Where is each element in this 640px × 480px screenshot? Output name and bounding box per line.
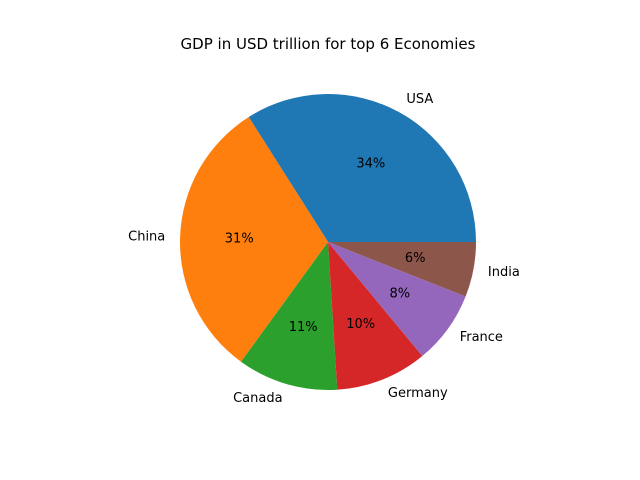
pie-slices <box>180 94 476 391</box>
pct-label-france: 8% <box>390 287 411 302</box>
slice-label-canada: Canada <box>233 391 282 406</box>
slice-label-usa: USA <box>406 92 433 107</box>
pct-label-india: 6% <box>405 251 426 266</box>
pie-slice-canada <box>241 242 338 391</box>
chart-title: GDP in USD trillion for top 6 Economies <box>181 35 476 53</box>
pie-slice-usa <box>248 94 476 242</box>
pie-slice-china <box>180 117 328 362</box>
pct-label-canada: 11% <box>289 320 318 335</box>
pct-label-usa: 34% <box>356 157 385 172</box>
pct-label-germany: 10% <box>346 317 375 332</box>
pie-slice-germany <box>328 242 423 390</box>
pct-label-china: 31% <box>225 232 254 247</box>
pie-slice-india <box>328 242 476 297</box>
slice-label-china: China <box>128 229 165 244</box>
slice-label-germany: Germany <box>388 386 448 401</box>
pie-slice-france <box>328 242 466 357</box>
slice-label-france: France <box>460 330 503 345</box>
pie-labels: USA 34% China 31% Canada 11% Germany 10% France 8… <box>128 92 520 406</box>
slice-label-india: India <box>488 265 520 280</box>
